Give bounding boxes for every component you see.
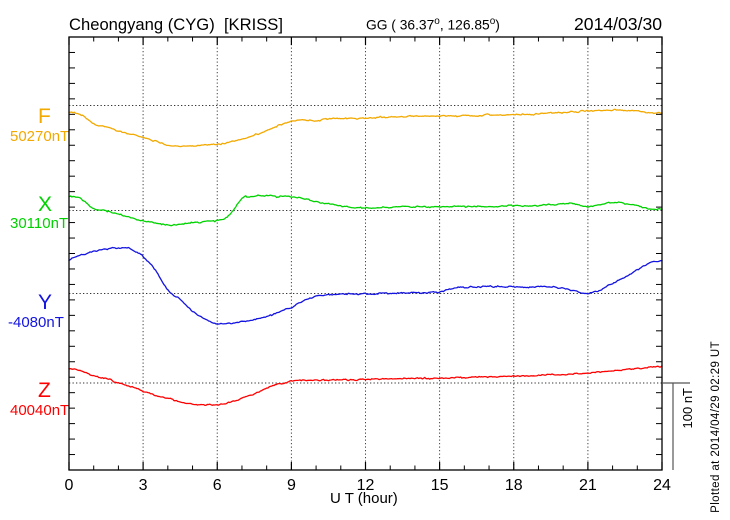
svg-text:24: 24 xyxy=(653,477,671,494)
svg-text:0: 0 xyxy=(65,477,74,494)
svg-text:12: 12 xyxy=(357,477,375,494)
svg-text:21: 21 xyxy=(579,477,597,494)
svg-text:18: 18 xyxy=(505,477,523,494)
svg-text:3: 3 xyxy=(139,477,148,494)
svg-text:15: 15 xyxy=(431,477,449,494)
svg-text:9: 9 xyxy=(287,477,296,494)
svg-text:6: 6 xyxy=(213,477,222,494)
